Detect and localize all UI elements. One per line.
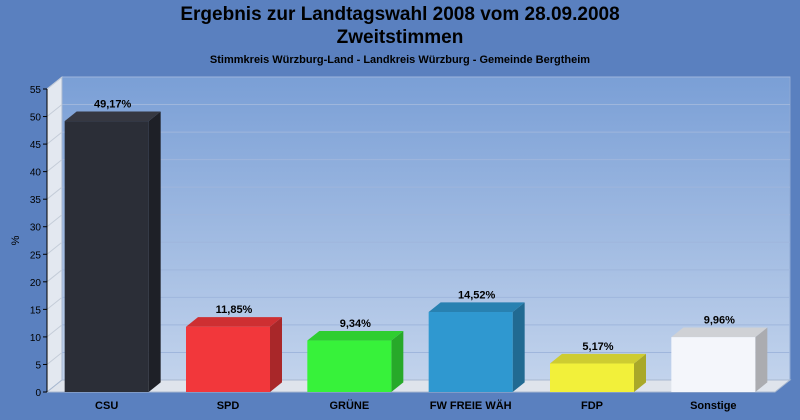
y-tick-label: 40 bbox=[30, 168, 42, 179]
gridline-side bbox=[46, 214, 63, 228]
data-label: 9,34% bbox=[340, 318, 371, 330]
x-tick-label: FDP bbox=[581, 400, 603, 412]
chart-title: Ergebnis zur Landtagswahl 2008 vom 28.09… bbox=[180, 4, 620, 25]
y-axis-label: % bbox=[10, 235, 22, 245]
gridline-side bbox=[46, 352, 63, 365]
gridline-side bbox=[46, 241, 63, 255]
x-tick-label: CSU bbox=[95, 400, 118, 412]
gridline-side bbox=[46, 159, 63, 173]
data-label: 14,52% bbox=[458, 289, 496, 301]
data-label: 5,17% bbox=[582, 341, 613, 353]
bar bbox=[428, 312, 513, 392]
y-tick-label: 45 bbox=[30, 140, 42, 151]
y-tick-label: 25 bbox=[30, 250, 42, 261]
y-tick-label: 15 bbox=[30, 305, 42, 316]
bar-top bbox=[550, 353, 646, 364]
bar bbox=[64, 121, 149, 393]
y-tick-label: 10 bbox=[30, 333, 42, 344]
y-tick-label: 35 bbox=[30, 195, 42, 206]
bar-side bbox=[270, 317, 282, 392]
y-tick-label: 20 bbox=[30, 278, 42, 289]
bar bbox=[186, 326, 270, 392]
bar-top bbox=[428, 302, 525, 313]
bar bbox=[307, 340, 392, 392]
x-tick-label: SPD bbox=[217, 400, 240, 412]
y-tick-label: 55 bbox=[30, 85, 42, 96]
chart-title-line2: Zweitstimmen bbox=[336, 27, 464, 48]
bar-top bbox=[307, 330, 404, 341]
bar-side bbox=[148, 111, 161, 392]
bar bbox=[671, 337, 756, 392]
y-tick-label: 30 bbox=[30, 223, 42, 234]
y-tick-label: 50 bbox=[30, 113, 42, 124]
data-label: 49,17% bbox=[94, 99, 132, 111]
gridline-side bbox=[46, 324, 63, 338]
x-tick-label: FW FREIE WÄH bbox=[430, 399, 512, 412]
data-label: 11,85% bbox=[216, 304, 253, 316]
gridline-side bbox=[46, 131, 63, 145]
plot-back-wall bbox=[61, 76, 791, 381]
gridline-side bbox=[46, 76, 63, 90]
bar-side bbox=[755, 327, 768, 392]
plot-side-wall bbox=[46, 75, 63, 394]
bar-side bbox=[634, 353, 646, 392]
y-tick-label: 0 bbox=[35, 388, 41, 399]
bar-side bbox=[512, 302, 525, 392]
x-tick-label: GRÜNE bbox=[329, 399, 369, 412]
bar-top bbox=[64, 111, 161, 122]
bar-top bbox=[186, 317, 282, 327]
gridline-side bbox=[46, 104, 63, 117]
bar-top bbox=[671, 327, 768, 338]
bar bbox=[550, 363, 634, 392]
bar-side bbox=[391, 330, 404, 392]
x-tick-label: Sonstige bbox=[690, 400, 736, 412]
gridline-side bbox=[46, 296, 63, 310]
data-label: 9,96% bbox=[704, 315, 735, 327]
chart-subtitle: Stimmkreis Würzburg-Land - Landkreis Wür… bbox=[209, 54, 591, 66]
gridline-side bbox=[46, 186, 63, 200]
gridline-side bbox=[46, 269, 63, 283]
y-tick-label: 5 bbox=[35, 360, 41, 371]
